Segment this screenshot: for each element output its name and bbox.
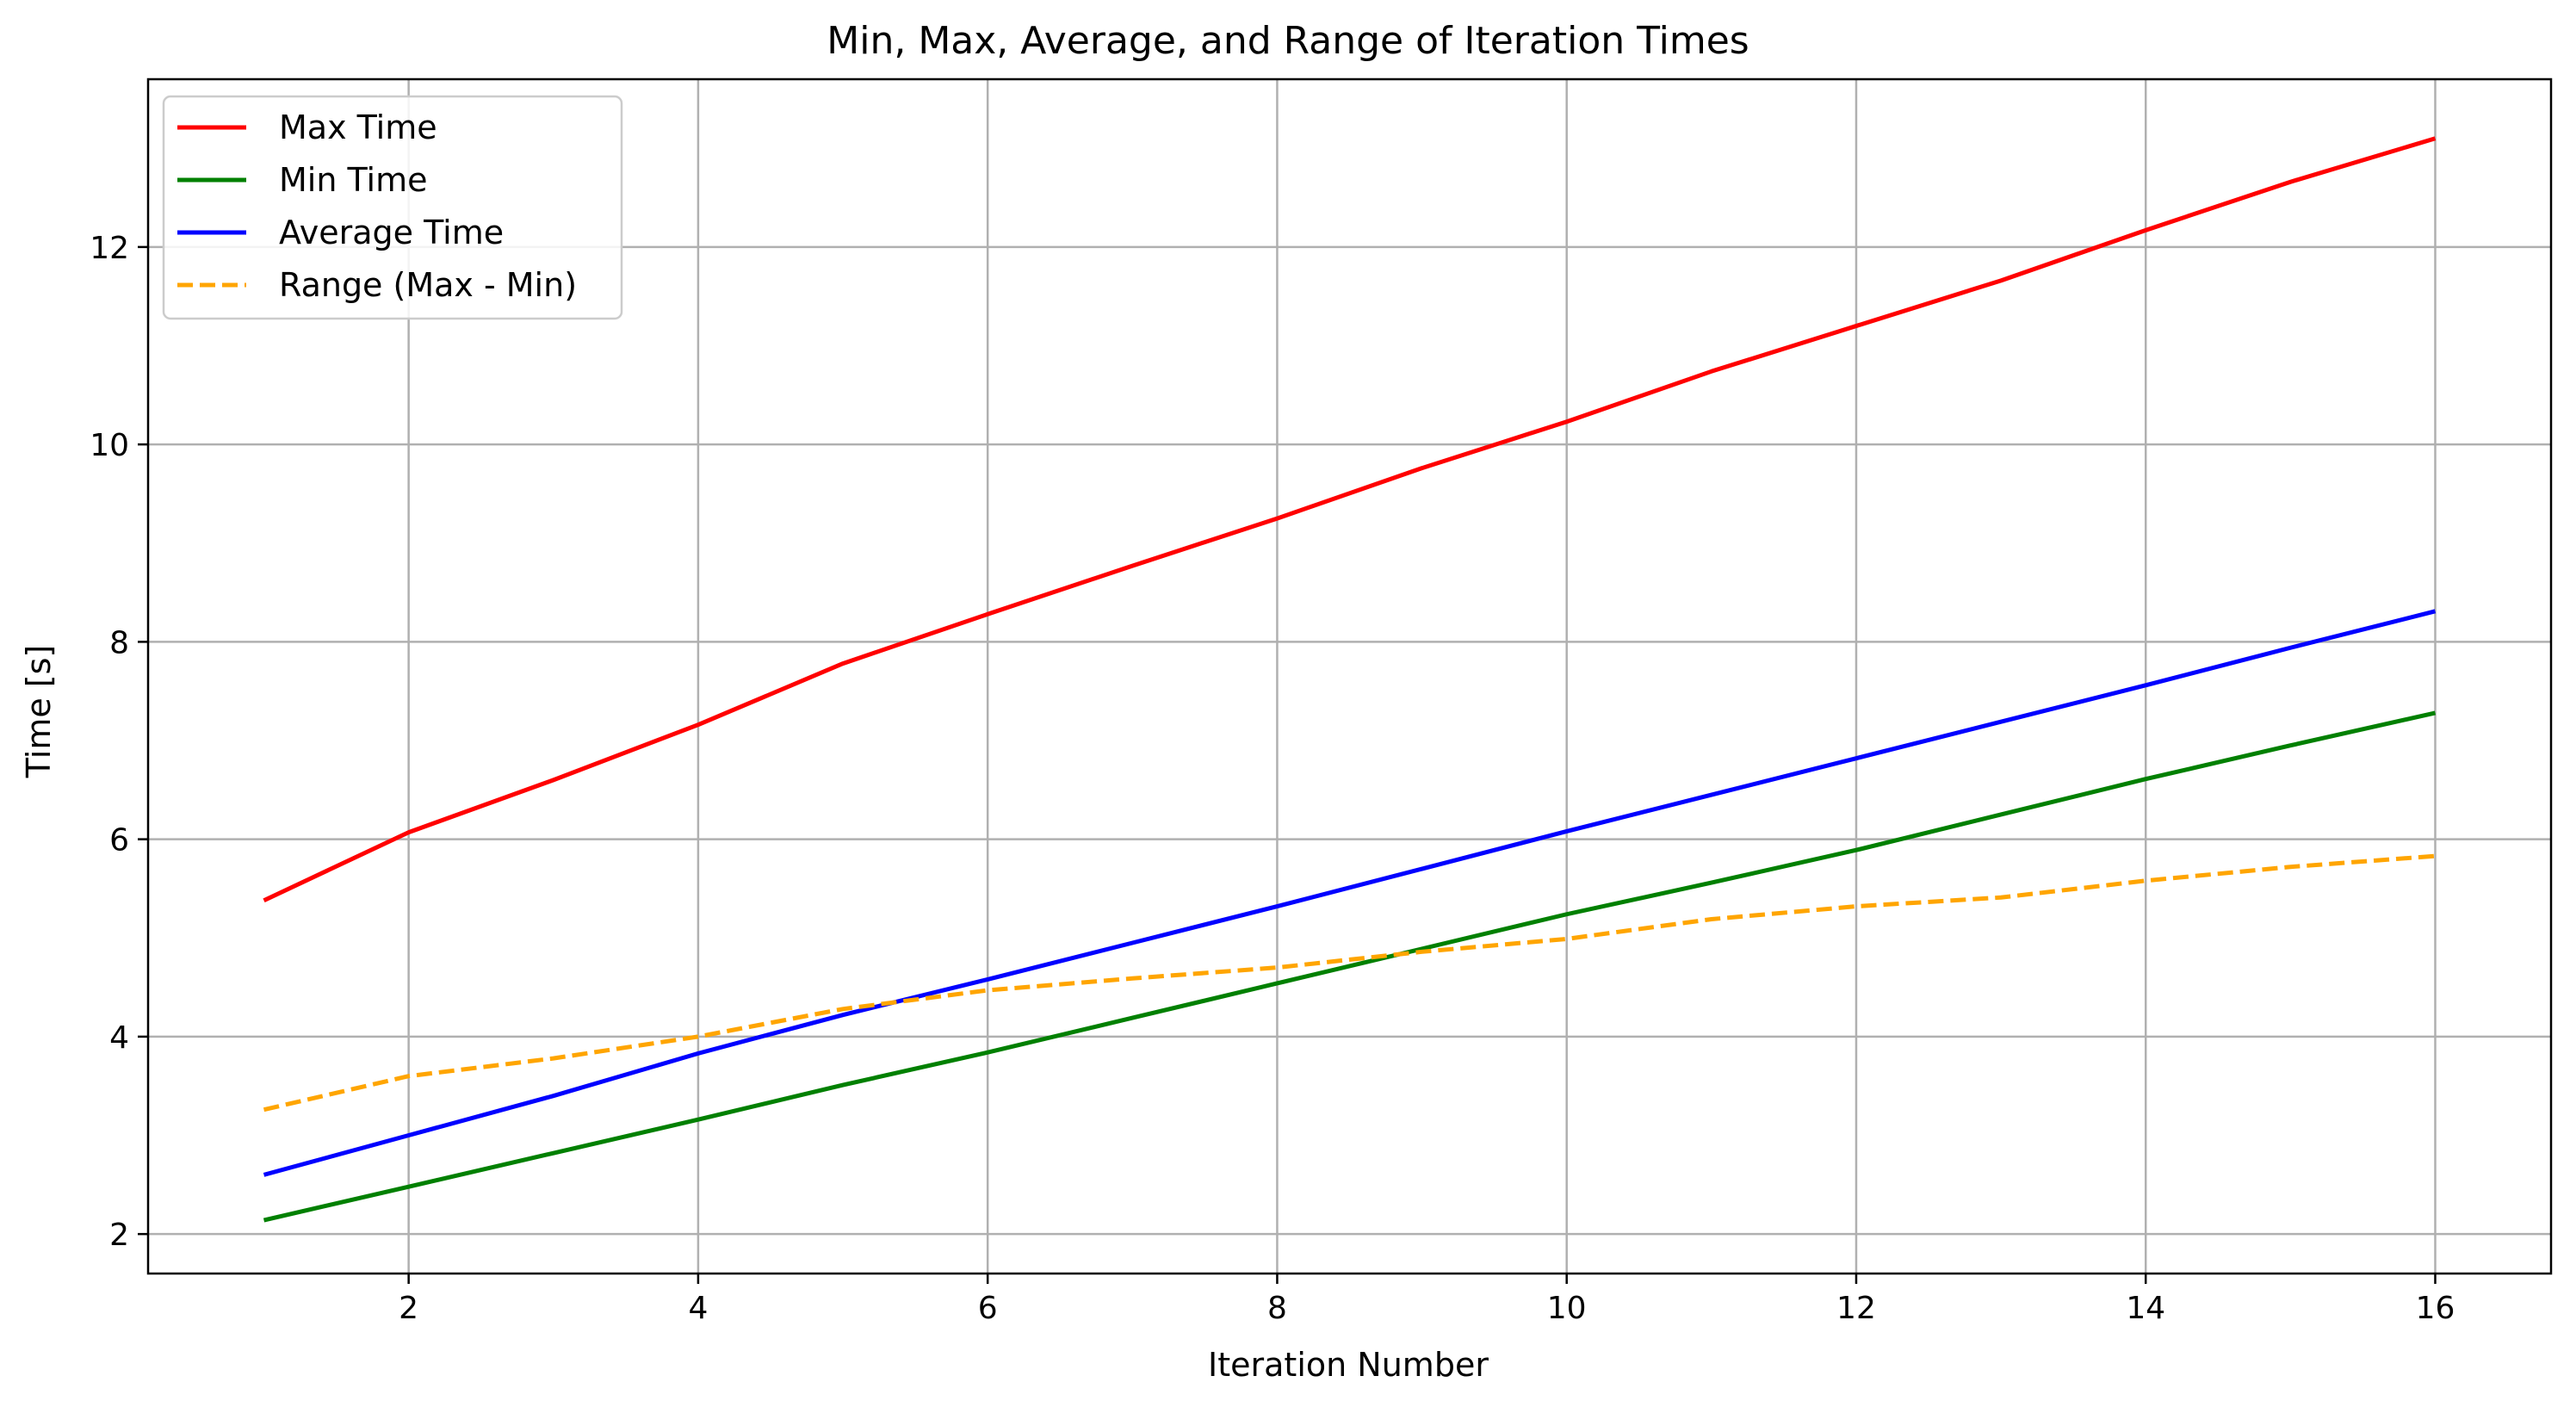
series-line [263,710,2437,1223]
y-axis-label: Time [s] [20,645,58,779]
legend-label: Range (Max - Min) [279,266,577,304]
series-line [263,609,2437,1177]
series-line [263,853,2436,1113]
grid-lines [148,79,2551,1274]
series-lines [263,136,2437,1223]
axis-ticks: 2 4 6 8 10 12 14 16 2 4 6 8 10 12 [90,231,2455,1326]
x-tick-label: 16 [2416,1291,2455,1326]
y-tick-label: 12 [90,231,129,266]
plot-frame [146,77,2553,1275]
y-tick-label: 6 [109,823,129,858]
legend-label: Average Time [279,214,504,251]
x-tick-label: 4 [688,1291,708,1326]
y-tick-label: 2 [109,1218,129,1253]
legend-label: Min Time [279,161,428,199]
chart-title: Min, Max, Average, and Range of Iteratio… [827,19,1749,63]
legend: Max Time Min Time Average Time Range (Max -… [162,95,623,320]
x-tick-label: 2 [399,1291,418,1326]
y-tick-label: 10 [90,428,129,463]
x-axis-label: Iteration Number [1208,1346,1489,1384]
y-tick-label: 8 [109,625,129,660]
x-tick-label: 8 [1267,1291,1287,1326]
x-tick-label: 14 [2126,1291,2165,1326]
x-tick-label: 6 [978,1291,998,1326]
series-line [263,136,2437,902]
legend-label: Max Time [279,108,437,146]
x-tick-label: 12 [1836,1291,1876,1326]
x-tick-label: 10 [1547,1291,1587,1326]
legend-box [162,95,623,320]
y-tick-label: 4 [109,1020,129,1056]
